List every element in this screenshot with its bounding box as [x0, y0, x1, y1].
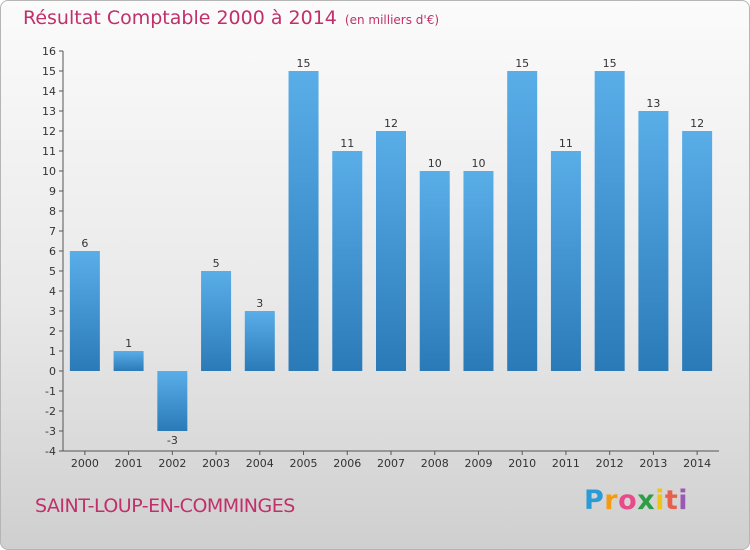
logo-letter: P: [584, 485, 605, 516]
y-tick-label: 8: [49, 205, 56, 218]
bar-value-label: 3: [256, 297, 263, 310]
bar: [113, 351, 144, 371]
bar: [463, 171, 494, 371]
bar: [69, 251, 100, 371]
chart-header: Résultat Comptable 2000 à 2014 (en millie…: [23, 7, 439, 29]
bar-value-label: 11: [559, 137, 573, 150]
bar-value-label: 15: [515, 57, 529, 70]
bar: [201, 271, 232, 371]
bar-value-label: 5: [213, 257, 220, 270]
x-tick-label: 2002: [158, 457, 186, 470]
bar-value-label: 15: [297, 57, 311, 70]
bar-value-label: 11: [340, 137, 354, 150]
y-tick-label: -3: [45, 425, 56, 438]
bar-value-label: 6: [81, 237, 88, 250]
bar: [244, 311, 275, 371]
y-tick-label: -2: [45, 405, 56, 418]
x-tick-label: 2007: [377, 457, 405, 470]
y-tick-label: 14: [42, 85, 56, 98]
y-tick-label: 4: [49, 285, 56, 298]
y-tick-label: 1: [49, 345, 56, 358]
bar: [594, 71, 625, 371]
x-tick-label: 2013: [639, 457, 667, 470]
proxiti-logo: Proxiti: [584, 485, 688, 516]
x-axis: 2000 2001 2002 2003 2004 2005 2006 2007 2008 2009…: [63, 450, 719, 470]
bar: [288, 71, 319, 371]
bar-value-label: 12: [690, 117, 704, 130]
logo-letter: i: [655, 485, 665, 516]
commune-name: SAINT-LOUP-EN-COMMINGES: [35, 495, 295, 517]
y-tick-label: 6: [49, 245, 56, 258]
y-tick-label: 7: [49, 225, 56, 238]
bar: [638, 111, 669, 371]
y-tick-label: 0: [49, 365, 56, 378]
chart-title: Résultat Comptable 2000 à 2014: [23, 7, 337, 29]
bar-value-label: 10: [428, 157, 442, 170]
y-tick-label: -1: [45, 385, 56, 398]
x-tick-label: 2009: [464, 457, 492, 470]
logo-letter: i: [678, 485, 689, 516]
x-tick-label: 2000: [71, 457, 99, 470]
y-tick-label: 3: [49, 305, 56, 318]
logo-letter: x: [637, 485, 656, 516]
bar: [419, 171, 450, 371]
bar-value-label: 15: [603, 57, 617, 70]
logo-letter: t: [664, 485, 679, 516]
bars: 6 1 -3 5 3 15 11 12 10 10 15 11 15 13 12: [69, 57, 713, 447]
x-tick-label: 2014: [683, 457, 711, 470]
x-tick-label: 2004: [246, 457, 274, 470]
bar: [376, 131, 406, 371]
bar: [332, 151, 363, 371]
bar-value-label: -3: [167, 434, 178, 447]
x-tick-label: 2001: [115, 457, 143, 470]
x-tick-label: 2005: [290, 457, 318, 470]
bar: [507, 71, 538, 371]
x-tick-label: 2003: [202, 457, 230, 470]
chart-unit-note: (en milliers d'€): [344, 13, 440, 27]
y-tick-label: 5: [49, 265, 56, 278]
y-tick-label: 12: [42, 125, 56, 138]
x-tick-label: 2010: [508, 457, 536, 470]
y-tick-label: 13: [42, 105, 56, 118]
bar-value-label: 12: [384, 117, 398, 130]
y-tick-label: 2: [49, 325, 56, 338]
bar-value-label: 10: [471, 157, 485, 170]
y-tick-label: -4: [45, 445, 56, 458]
x-tick-label: 2006: [333, 457, 361, 470]
x-tick-label: 2011: [552, 457, 580, 470]
y-tick-label: 15: [42, 65, 56, 78]
y-tick-label: 16: [42, 45, 56, 58]
bar-value-label: 1: [125, 337, 132, 350]
logo-letter: r: [604, 485, 619, 516]
bar: [682, 131, 713, 371]
bar: [157, 371, 188, 431]
logo-letter: o: [618, 485, 638, 516]
y-tick-label: 9: [49, 185, 56, 198]
y-tick-label: 11: [42, 145, 56, 158]
y-tick-label: 10: [42, 165, 56, 178]
x-tick-label: 2012: [596, 457, 624, 470]
bar: [550, 151, 581, 371]
bar-value-label: 13: [646, 97, 660, 110]
x-tick-label: 2008: [421, 457, 449, 470]
